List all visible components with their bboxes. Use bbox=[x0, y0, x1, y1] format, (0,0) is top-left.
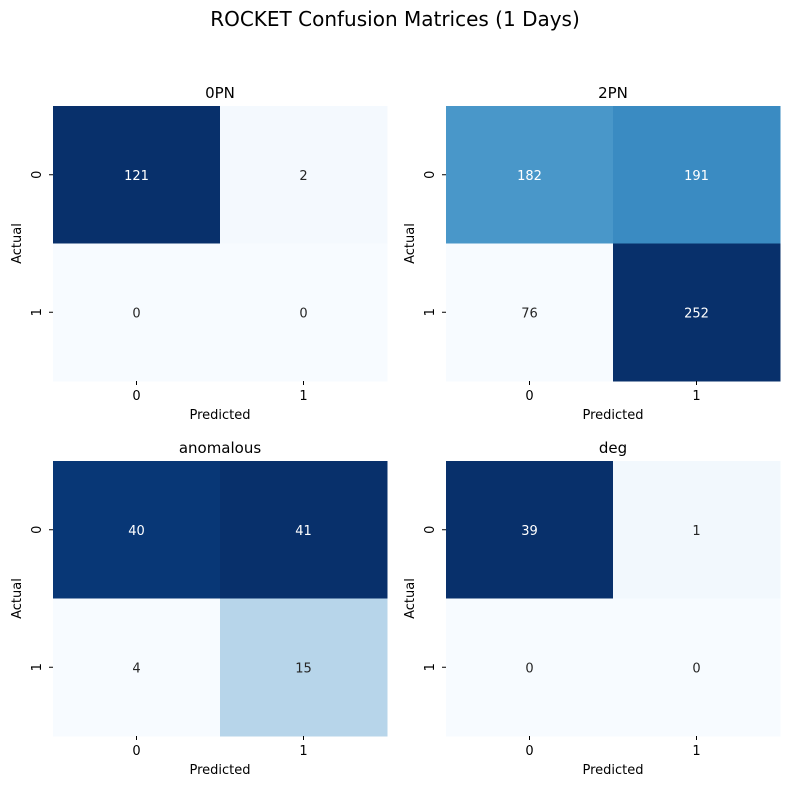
heatmap-cell bbox=[613, 461, 781, 599]
y-tick-label: 0 bbox=[30, 171, 45, 179]
cell-value-label: 40 bbox=[128, 524, 145, 539]
x-tick-label: 1 bbox=[299, 389, 307, 404]
y-tick-label: 1 bbox=[423, 663, 438, 671]
heatmap-cell bbox=[53, 598, 221, 737]
x-tick-label: 0 bbox=[132, 389, 140, 404]
x-axis-label: Predicted bbox=[189, 408, 250, 423]
cell-value-label: 39 bbox=[521, 524, 538, 539]
heatmap-title: 0PN bbox=[205, 84, 235, 102]
y-axis-label: Actual bbox=[403, 578, 418, 619]
heatmap-cell bbox=[53, 243, 221, 382]
heatmap-cell bbox=[613, 243, 781, 382]
heatmap-title: deg bbox=[599, 439, 627, 457]
cell-value-label: 41 bbox=[295, 524, 312, 539]
cell-value-label: 0 bbox=[692, 661, 700, 676]
cell-value-label: 0 bbox=[299, 306, 307, 321]
heatmap-cell bbox=[613, 106, 781, 244]
cell-value-label: 1 bbox=[692, 524, 700, 539]
heatmap-panel-2: 2PN 182 191 76 252 0 1 0 1 Predicted Actual bbox=[403, 84, 781, 423]
y-axis-label: Actual bbox=[403, 223, 418, 264]
heatmap-panel-1: 0PN 121 2 0 0 0 1 0 1 Predicted Actual bbox=[10, 84, 388, 423]
cell-value-label: 76 bbox=[521, 306, 538, 321]
heatmap-cell bbox=[446, 461, 614, 599]
cell-value-label: 0 bbox=[132, 306, 140, 321]
heatmap-cell bbox=[613, 598, 781, 737]
cell-value-label: 4 bbox=[132, 661, 140, 676]
x-tick-label: 1 bbox=[299, 744, 307, 759]
x-tick-label: 1 bbox=[692, 389, 700, 404]
heatmap-panel-3: anomalous 40 41 4 15 0 1 0 1 Predicted Actual bbox=[10, 439, 388, 778]
heatmap-title: 2PN bbox=[598, 84, 628, 102]
x-tick-label: 0 bbox=[132, 744, 140, 759]
figure-title: ROCKET Confusion Matrices (1 Days) bbox=[210, 7, 580, 31]
heatmap-cell bbox=[220, 598, 388, 737]
heatmap-cell bbox=[53, 461, 221, 599]
x-tick-label: 1 bbox=[692, 744, 700, 759]
heatmap-cell bbox=[220, 106, 388, 244]
heatmap-cell bbox=[220, 243, 388, 382]
x-tick-label: 0 bbox=[525, 389, 533, 404]
heatmap-cell bbox=[220, 461, 388, 599]
heatmap-panel-4: deg 39 1 0 0 0 1 0 1 Predicted Actual bbox=[403, 439, 781, 778]
heatmap-cell bbox=[446, 106, 614, 244]
cell-value-label: 182 bbox=[517, 169, 542, 184]
cell-value-label: 252 bbox=[684, 306, 709, 321]
y-tick-label: 0 bbox=[423, 526, 438, 534]
y-tick-label: 0 bbox=[30, 526, 45, 534]
y-axis-label: Actual bbox=[10, 578, 25, 619]
y-tick-label: 1 bbox=[30, 663, 45, 671]
cell-value-label: 15 bbox=[295, 661, 312, 676]
heatmap-cell bbox=[53, 106, 221, 244]
x-axis-label: Predicted bbox=[582, 763, 643, 778]
x-tick-label: 0 bbox=[525, 744, 533, 759]
heatmap-title: anomalous bbox=[179, 439, 262, 457]
cell-value-label: 2 bbox=[299, 169, 307, 184]
cell-value-label: 0 bbox=[525, 661, 533, 676]
cell-value-label: 191 bbox=[684, 169, 709, 184]
y-tick-label: 0 bbox=[423, 171, 438, 179]
x-axis-label: Predicted bbox=[189, 763, 250, 778]
y-tick-label: 1 bbox=[423, 308, 438, 316]
heatmap-cell bbox=[446, 243, 614, 382]
cell-value-label: 121 bbox=[124, 169, 149, 184]
y-tick-label: 1 bbox=[30, 308, 45, 316]
x-axis-label: Predicted bbox=[582, 408, 643, 423]
y-axis-label: Actual bbox=[10, 223, 25, 264]
heatmap-cell bbox=[446, 598, 614, 737]
